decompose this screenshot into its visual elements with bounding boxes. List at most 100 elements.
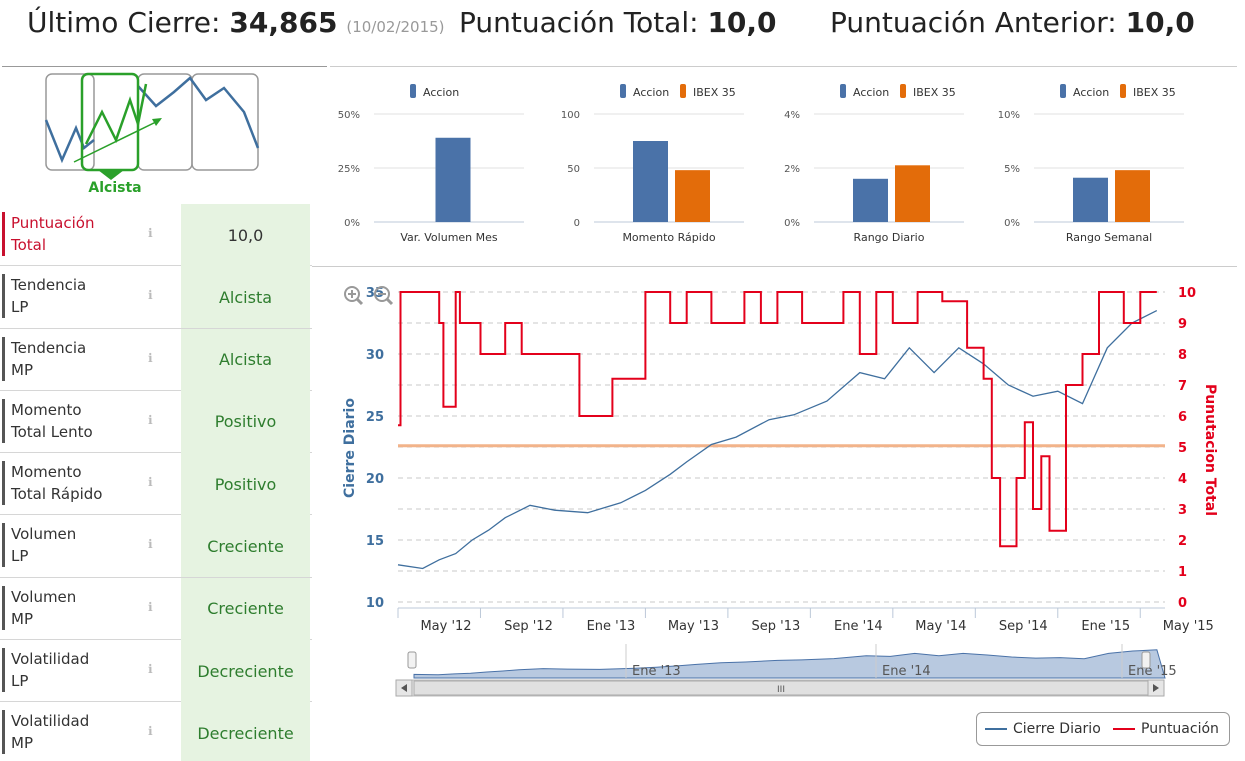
info-icon[interactable]: ℹ — [148, 288, 153, 303]
info-icon[interactable]: ℹ — [148, 350, 153, 365]
navigator-grip: III — [777, 685, 785, 695]
bar-chart-title: Momento Rápido — [622, 231, 715, 244]
divider — [2, 66, 327, 67]
metric-label-line: Volatilidad — [11, 712, 90, 731]
y-right-tick-label: 1 — [1178, 565, 1187, 580]
bar-accion — [1073, 177, 1108, 222]
x-tick-label: May '15 — [1163, 619, 1214, 634]
legend-item-puntuacion[interactable]: Puntuación — [1113, 721, 1219, 737]
y-tick-label: 0% — [784, 218, 800, 229]
y-right-tick-label: 2 — [1178, 534, 1187, 549]
legend-swatch-accion — [410, 84, 416, 98]
metric-value: Positivo — [181, 453, 310, 516]
info-icon[interactable]: ℹ — [148, 599, 153, 614]
metric-label: Volatilidad LP — [2, 648, 142, 693]
trend-indicator-icon — [44, 72, 260, 180]
metric-value: 10,0 — [181, 204, 310, 266]
y-tick-label: 100 — [561, 110, 580, 121]
bar-ibex — [1115, 170, 1150, 222]
x-tick-label: May '14 — [915, 619, 966, 634]
y-right-tick-label: 5 — [1178, 441, 1187, 456]
bar-chart-title: Rango Diario — [854, 231, 925, 244]
bar-accion — [853, 178, 888, 222]
metric-row: Puntuación Total ℹ 10,0 — [0, 204, 312, 267]
metric-label-line: MP — [11, 734, 33, 753]
legend-swatch — [1113, 728, 1135, 730]
metric-label-line: Volumen — [11, 587, 77, 606]
legend-swatch — [985, 728, 1007, 730]
info-icon[interactable]: ℹ — [148, 724, 153, 739]
bar-chart-panel: Accion IBEX 35 0% 5% 10% Rango Semanal — [998, 84, 1184, 244]
metric-value: Creciente — [181, 515, 310, 578]
metric-label-line: LP — [11, 547, 29, 566]
bar-chart-panel: Accion 0% 25% 50% Var. Volumen Mes — [338, 84, 524, 244]
y-right-tick-label: 4 — [1178, 472, 1187, 487]
scroll-right-icon — [1153, 684, 1159, 692]
metric-value: Positivo — [181, 390, 310, 453]
metric-label-line: MP — [11, 360, 33, 379]
metric-label: Tendencia LP — [2, 274, 142, 319]
metric-label-line: Tendencia — [11, 276, 87, 295]
metric-label-line: Total Rápido — [11, 485, 103, 504]
zoom-out-ring — [374, 286, 390, 302]
metric-label-line: MP — [11, 609, 33, 628]
navigator-label: Ene '13 — [632, 664, 681, 679]
metric-row: Volumen MP ℹ Creciente — [0, 577, 312, 641]
main-chart-legend: Cierre Diario Puntuación — [976, 712, 1230, 746]
y-tick-label: 50 — [567, 164, 580, 175]
y-tick-label: 25% — [338, 164, 360, 175]
metric-label: Volumen MP — [2, 585, 142, 630]
metric-value: Alcista — [181, 328, 310, 391]
y-right-tick-label: 9 — [1178, 317, 1187, 332]
metric-row: Momento Total Rápido ℹ Positivo — [0, 453, 312, 516]
metric-label-line: Volatilidad — [11, 650, 90, 669]
x-tick-label: Sep '14 — [999, 619, 1048, 634]
metric-row: Tendencia LP ℹ Alcista — [0, 266, 312, 329]
puntuacion-line — [398, 291, 1157, 548]
zoom-out-icon[interactable] — [374, 286, 394, 306]
y-tick-label: 0% — [344, 218, 360, 229]
bar-legend-ibex: IBEX 35 — [693, 86, 736, 99]
metric-label: Puntuación Total — [2, 212, 142, 256]
info-icon[interactable]: ℹ — [148, 662, 153, 677]
metric-value: Alcista — [181, 266, 310, 329]
x-tick-label: Sep '12 — [504, 619, 553, 634]
legend-item-cierre[interactable]: Cierre Diario — [985, 721, 1101, 737]
x-tick-label: Ene '13 — [587, 619, 636, 634]
bar-ibex — [675, 170, 710, 222]
metric-label-line: Momento — [11, 400, 82, 419]
y-right-tick-label: 7 — [1178, 379, 1187, 394]
info-icon[interactable]: ℹ — [148, 412, 153, 427]
info-icon[interactable]: ℹ — [148, 226, 153, 240]
puntuacion-anterior-value: 10,0 — [1125, 6, 1195, 39]
bar-accion — [435, 137, 471, 222]
y-right-tick-label: 0 — [1178, 596, 1187, 611]
trend-label: Alcista — [88, 180, 142, 196]
metric-label-line: LP — [11, 298, 29, 317]
cierre-diario-line — [397, 310, 1158, 570]
metric-row: Volatilidad LP ℹ Decreciente — [0, 640, 312, 703]
metric-label-line: Total — [11, 236, 47, 254]
info-icon[interactable]: ℹ — [148, 475, 153, 490]
legend-label: Puntuación — [1141, 721, 1219, 737]
metric-row: Momento Total Lento ℹ Positivo — [0, 390, 312, 454]
navigator-area — [413, 649, 1166, 679]
metric-label-line: Puntuación — [11, 214, 95, 232]
navigator-handle-right[interactable] — [1141, 651, 1151, 669]
zoom-in-icon[interactable] — [344, 286, 364, 306]
puntuacion-total: Puntuación Total: 10,0 — [459, 6, 777, 39]
navigator-label: Ene '15 — [1128, 664, 1177, 679]
info-icon[interactable]: ℹ — [148, 537, 153, 552]
y-left-tick-label: 10 — [366, 596, 384, 611]
y-tick-label: 2% — [784, 164, 800, 175]
y-right-tick-label: 8 — [1178, 348, 1187, 363]
scroll-left-icon — [401, 684, 407, 692]
y-tick-label: 0 — [574, 218, 580, 229]
metric-label-line: LP — [11, 672, 29, 691]
metric-label: Volumen LP — [2, 523, 142, 568]
bar-chart-title: Rango Semanal — [1066, 231, 1152, 244]
bar-chart-panel: Accion IBEX 35 0 50 100 Momento Rápido — [561, 84, 744, 244]
navigator-handle-left[interactable] — [407, 651, 417, 669]
legend-swatch-accion — [840, 84, 846, 98]
